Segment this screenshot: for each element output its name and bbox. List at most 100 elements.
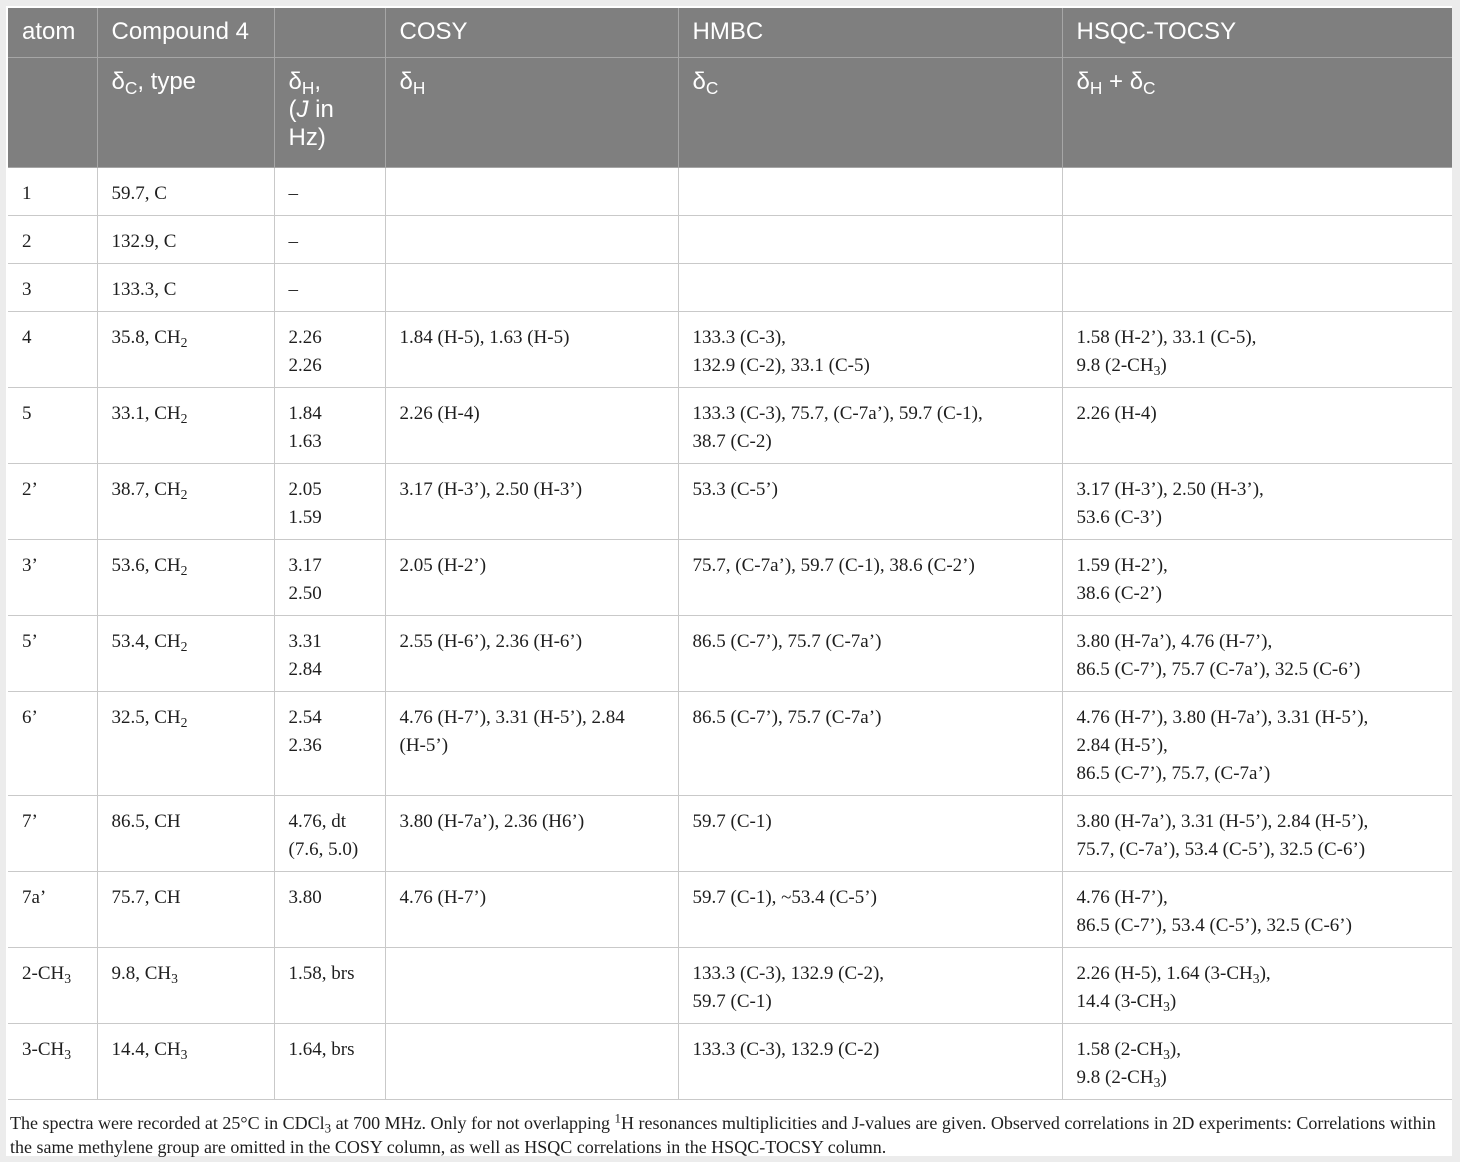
- cell-delta-h: –: [274, 167, 386, 216]
- cell-hmbc: [678, 215, 1063, 264]
- cell-cosy: 2.55 (H-6’), 2.36 (H-6’): [385, 615, 679, 692]
- cell-delta-c: 53.6, CH2: [97, 539, 275, 616]
- cell-delta-h: 2.05 1.59: [274, 463, 386, 540]
- cell-hsqc: 1.59 (H-2’), 38.6 (C-2’): [1062, 539, 1452, 616]
- cell-hsqc: 3.80 (H-7a’), 3.31 (H-5’), 2.84 (H-5’), 7…: [1062, 795, 1452, 872]
- nmr-data-table: atom Compound 4 COSY HMBC HSQC-TOCSY δC,…: [8, 8, 1452, 1100]
- cell-delta-c: 53.4, CH2: [97, 615, 275, 692]
- table-row: 2-CH3 9.8, CH3 1.58, brs 133.3 (C-3), 13…: [8, 947, 1452, 1024]
- cell-cosy: [385, 167, 679, 216]
- cell-cosy: [385, 947, 679, 1024]
- subheader-cosy-delta-h: δH: [385, 57, 679, 168]
- cell-atom: 3-CH3: [8, 1023, 98, 1100]
- cell-delta-h: –: [274, 263, 386, 312]
- cell-atom: 6’: [8, 691, 98, 796]
- subheader-delta-h-j: δH, (J in Hz): [274, 57, 386, 168]
- cell-delta-c: 32.5, CH2: [97, 691, 275, 796]
- table-row: 1 59.7, C –: [8, 167, 1452, 216]
- cell-hmbc: 59.7 (C-1), ~53.4 (C-5’): [678, 871, 1063, 948]
- cell-cosy: 2.05 (H-2’): [385, 539, 679, 616]
- header-row-1: atom Compound 4 COSY HMBC HSQC-TOCSY: [8, 8, 1452, 58]
- cell-hsqc: [1062, 215, 1452, 264]
- table-row: 3’ 53.6, CH2 3.17 2.50 2.05 (H-2’) 75.7, …: [8, 539, 1452, 616]
- cell-cosy: 3.80 (H-7a’), 2.36 (H6’): [385, 795, 679, 872]
- cell-delta-h: –: [274, 215, 386, 264]
- table-row: 6’ 32.5, CH2 2.54 2.36 4.76 (H-7’), 3.31 …: [8, 691, 1452, 796]
- table-row: 7’ 86.5, CH 4.76, dt (7.6, 5.0) 3.80 (H-7…: [8, 795, 1452, 872]
- cell-atom: 7a’: [8, 871, 98, 948]
- cell-hsqc: 1.58 (H-2’), 33.1 (C-5), 9.8 (2-CH3): [1062, 311, 1452, 388]
- cell-hmbc: 133.3 (C-3), 132.9 (C-2), 33.1 (C-5): [678, 311, 1063, 388]
- cell-hsqc: 3.17 (H-3’), 2.50 (H-3’), 53.6 (C-3’): [1062, 463, 1452, 540]
- cell-delta-h: 2.26 2.26: [274, 311, 386, 388]
- cell-cosy: 1.84 (H-5), 1.63 (H-5): [385, 311, 679, 388]
- cell-delta-c: 9.8, CH3: [97, 947, 275, 1024]
- cell-hmbc: [678, 263, 1063, 312]
- cell-hmbc: 86.5 (C-7’), 75.7 (C-7a’): [678, 615, 1063, 692]
- cell-delta-h: 2.54 2.36: [274, 691, 386, 796]
- cell-atom: 3’: [8, 539, 98, 616]
- cell-hmbc: 133.3 (C-3), 75.7, (C-7a’), 59.7 (C-1), 3…: [678, 387, 1063, 464]
- subheader-delta-c-type: δC, type: [97, 57, 275, 168]
- cell-delta-h: 1.64, brs: [274, 1023, 386, 1100]
- cell-hmbc: 53.3 (C-5’): [678, 463, 1063, 540]
- cell-hsqc: [1062, 263, 1452, 312]
- cell-atom: 5’: [8, 615, 98, 692]
- subheader-blank: [8, 57, 98, 168]
- cell-hsqc: 1.58 (2-CH3), 9.8 (2-CH3): [1062, 1023, 1452, 1100]
- table-row: 3-CH3 14.4, CH3 1.64, brs 133.3 (C-3), 1…: [8, 1023, 1452, 1100]
- subheader-hmbc-delta-c: δC: [678, 57, 1063, 168]
- table-row: 5 33.1, CH2 1.84 1.63 2.26 (H-4) 133.3 (C…: [8, 387, 1452, 464]
- cell-delta-h: 3.17 2.50: [274, 539, 386, 616]
- header-atom: atom: [8, 8, 98, 58]
- header-cosy: COSY: [385, 8, 679, 58]
- cell-hmbc: 75.7, (C-7a’), 59.7 (C-1), 38.6 (C-2’): [678, 539, 1063, 616]
- table-row: 7a’ 75.7, CH 3.80 4.76 (H-7’) 59.7 (C-1)…: [8, 871, 1452, 948]
- table-frame: atom Compound 4 COSY HMBC HSQC-TOCSY δC,…: [6, 6, 1452, 1157]
- cell-delta-h: 3.80: [274, 871, 386, 948]
- table-row: 4 35.8, CH2 2.26 2.26 1.84 (H-5), 1.63 (H…: [8, 311, 1452, 388]
- cell-hsqc: [1062, 167, 1452, 216]
- cell-atom: 7’: [8, 795, 98, 872]
- header-hsqc-tocsy: HSQC-TOCSY: [1062, 8, 1452, 58]
- cell-delta-c: 59.7, C: [97, 167, 275, 216]
- cell-cosy: 3.17 (H-3’), 2.50 (H-3’): [385, 463, 679, 540]
- cell-cosy: [385, 1023, 679, 1100]
- cell-delta-c: 33.1, CH2: [97, 387, 275, 464]
- cell-hsqc: 4.76 (H-7’), 3.80 (H-7a’), 3.31 (H-5’), 2…: [1062, 691, 1452, 796]
- cell-hmbc: 133.3 (C-3), 132.9 (C-2), 59.7 (C-1): [678, 947, 1063, 1024]
- cell-delta-h: 1.58, brs: [274, 947, 386, 1024]
- cell-atom: 5: [8, 387, 98, 464]
- cell-hsqc: 2.26 (H-4): [1062, 387, 1452, 464]
- cell-hsqc: 4.76 (H-7’), 86.5 (C-7’), 53.4 (C-5’), 32…: [1062, 871, 1452, 948]
- cell-hmbc: [678, 167, 1063, 216]
- cell-cosy: 4.76 (H-7’): [385, 871, 679, 948]
- cell-delta-h: 1.84 1.63: [274, 387, 386, 464]
- header-row-2: δC, type δH, (J in Hz) δH δC δH + δC: [8, 57, 1452, 168]
- table-row: 5’ 53.4, CH2 3.31 2.84 2.55 (H-6’), 2.36 …: [8, 615, 1452, 692]
- cell-delta-c: 38.7, CH2: [97, 463, 275, 540]
- cell-cosy: [385, 263, 679, 312]
- cell-delta-c: 14.4, CH3: [97, 1023, 275, 1100]
- header-empty: [274, 8, 386, 58]
- cell-cosy: 4.76 (H-7’), 3.31 (H-5’), 2.84 (H-5’): [385, 691, 679, 796]
- cell-atom: 4: [8, 311, 98, 388]
- cell-atom: 2: [8, 215, 98, 264]
- header-hmbc: HMBC: [678, 8, 1063, 58]
- cell-hmbc: 59.7 (C-1): [678, 795, 1063, 872]
- cell-hsqc: 3.80 (H-7a’), 4.76 (H-7’), 86.5 (C-7’), 7…: [1062, 615, 1452, 692]
- cell-atom: 1: [8, 167, 98, 216]
- cell-cosy: 2.26 (H-4): [385, 387, 679, 464]
- cell-cosy: [385, 215, 679, 264]
- cell-delta-c: 133.3, C: [97, 263, 275, 312]
- cell-hmbc: 133.3 (C-3), 132.9 (C-2): [678, 1023, 1063, 1100]
- cell-delta-c: 86.5, CH: [97, 795, 275, 872]
- cell-atom: 2-CH3: [8, 947, 98, 1024]
- cell-delta-c: 35.8, CH2: [97, 311, 275, 388]
- cell-atom: 2’: [8, 463, 98, 540]
- cell-delta-h: 3.31 2.84: [274, 615, 386, 692]
- cell-delta-c: 75.7, CH: [97, 871, 275, 948]
- cell-atom: 3: [8, 263, 98, 312]
- table-row: 2’ 38.7, CH2 2.05 1.59 3.17 (H-3’), 2.50 …: [8, 463, 1452, 540]
- cell-delta-c: 132.9, C: [97, 215, 275, 264]
